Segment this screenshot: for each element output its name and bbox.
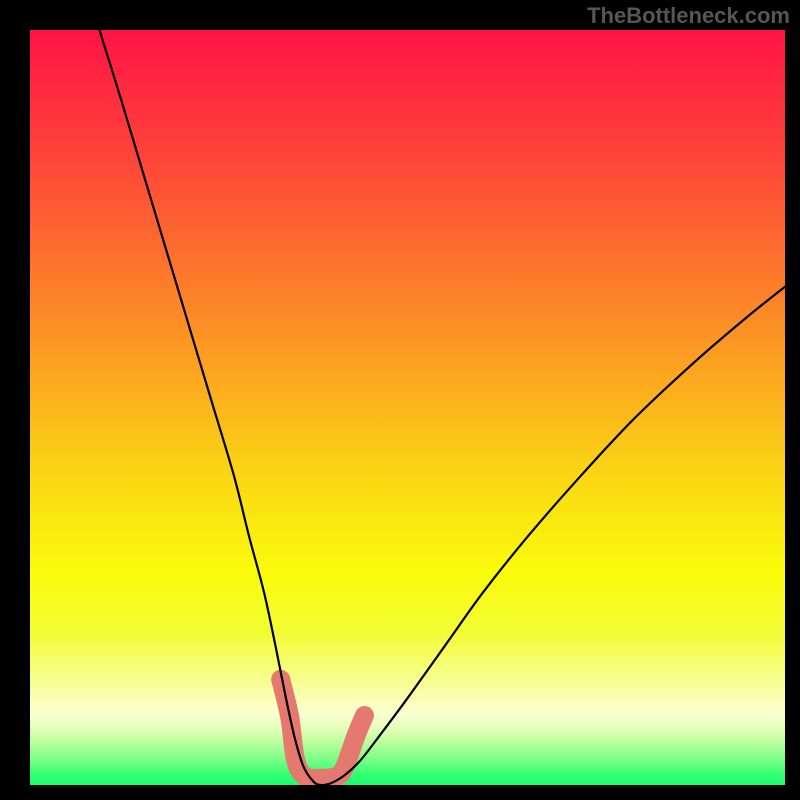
chart-frame: TheBottleneck.com — [0, 0, 800, 800]
plot-area — [30, 30, 785, 785]
plot-svg — [30, 30, 785, 785]
gradient-background — [30, 30, 785, 785]
watermark-text: TheBottleneck.com — [587, 3, 790, 29]
